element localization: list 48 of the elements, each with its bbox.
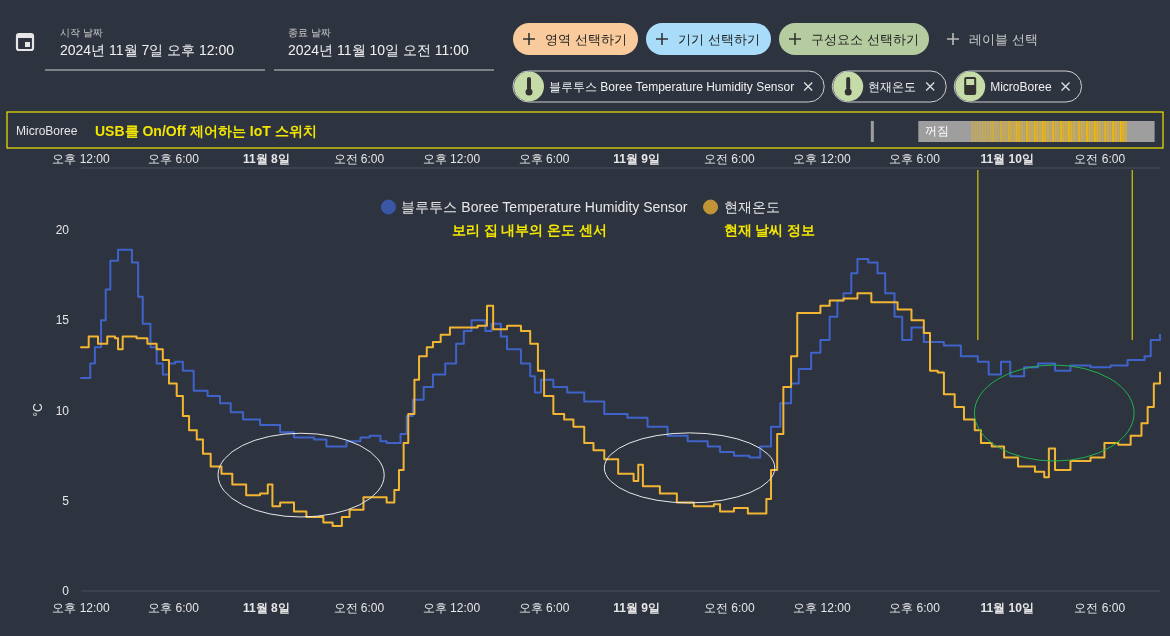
y-axis-title: °C <box>31 402 45 417</box>
x-tick-label: 오후 12:00 <box>422 601 481 615</box>
x-tick-label: 오후 12:00 <box>793 601 851 615</box>
text: 구성요소 선택하기 <box>811 32 919 47</box>
y-tick-label: 10 <box>55 403 70 418</box>
x2-tick-label: 오후 6:00 <box>889 152 941 166</box>
text: 기기 선택하기 <box>678 32 760 47</box>
legend-label: 현재온도 <box>723 199 780 215</box>
text: 종료 날짜 <box>288 27 331 38</box>
x2-tick-label: 11월 8일 <box>242 152 290 166</box>
x2-tick-label: 11월 10일 <box>980 152 1034 166</box>
text: 영역 선택하기 <box>545 32 627 47</box>
x-tick-label: 오전 6:00 <box>1074 601 1126 615</box>
x-tick-label: 오전 6:00 <box>333 601 385 615</box>
text: USB를 On/Off 제어하는 IoT 스위치 <box>95 123 317 139</box>
y-tick-label: 15 <box>55 313 70 328</box>
x2-tick-label: 11월 9일 <box>613 152 661 166</box>
text: MicroBoree <box>990 80 1052 94</box>
x-tick-label: 11월 10일 <box>980 601 1034 615</box>
x2-tick-label: 오전 6:00 <box>333 152 385 166</box>
annotation: 현재 날씨 정보 <box>723 222 816 238</box>
text: 2024년 11월 7일 오후 12:00 <box>60 42 235 58</box>
x2-tick-label: 오후 6:00 <box>518 152 570 166</box>
x2-tick-label: 오후 12:00 <box>52 152 110 166</box>
x2-tick-label: 오후 12:00 <box>793 152 851 166</box>
text: 꺼짐 <box>924 124 949 138</box>
x-tick-label: 오후 6:00 <box>518 601 570 615</box>
text: 2024년 11월 10일 오전 11:00 <box>288 42 470 58</box>
text: 레이블 선택 <box>969 32 1038 47</box>
text: MicroBoree <box>16 124 78 138</box>
annotation: 보리 집 내부의 온도 센서 <box>451 222 608 238</box>
x2-tick-label: 오후 6:00 <box>148 152 200 166</box>
y-tick-label: 20 <box>55 223 70 237</box>
y-tick-label: 5 <box>62 493 70 508</box>
x2-tick-label: 오전 6:00 <box>703 152 755 166</box>
text: 블루투스 Boree Temperature Humidity Sensor <box>549 80 795 94</box>
text: 시작 날짜 <box>60 27 103 38</box>
text: 현재온도 <box>868 80 917 94</box>
x-tick-label: 오후 12:00 <box>52 601 110 615</box>
x-tick-label: 오후 6:00 <box>889 601 941 615</box>
x2-tick-label: 오전 6:00 <box>1074 152 1126 166</box>
legend-label: 블루투스 Boree Temperature Humidity Sensor <box>401 199 688 215</box>
x-tick-label: 11월 9일 <box>613 601 661 615</box>
x2-tick-label: 오후 12:00 <box>422 152 481 166</box>
x-tick-label: 오전 6:00 <box>703 601 755 615</box>
x-tick-label: 11월 8일 <box>242 601 290 615</box>
y-tick-label: 0 <box>62 584 70 598</box>
x-tick-label: 오후 6:00 <box>148 601 200 615</box>
